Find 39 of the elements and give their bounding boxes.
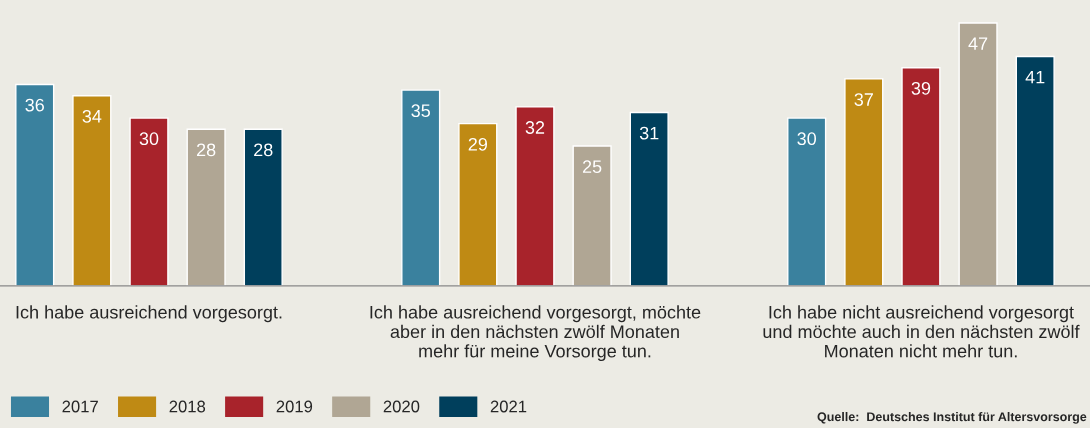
bar bbox=[787, 117, 827, 286]
bar bbox=[844, 78, 884, 286]
bar bbox=[572, 145, 612, 286]
data-label: 32 bbox=[525, 121, 545, 134]
data-label: 31 bbox=[639, 126, 659, 140]
bar bbox=[186, 128, 226, 286]
data-label: 37 bbox=[854, 93, 873, 106]
legend-label: 2020 bbox=[383, 400, 420, 413]
legend-label: 2018 bbox=[169, 400, 206, 413]
legend-label: 2019 bbox=[276, 400, 313, 413]
bar bbox=[15, 83, 55, 286]
bar bbox=[458, 122, 498, 286]
x-tick-label: Ich habe ausreichend vorgesorgt. bbox=[16, 305, 282, 323]
bar bbox=[72, 95, 112, 286]
bar bbox=[1015, 55, 1055, 286]
data-label: 28 bbox=[254, 143, 273, 157]
bar bbox=[243, 128, 283, 286]
data-label: 36 bbox=[25, 98, 44, 112]
bar bbox=[401, 89, 441, 286]
bar bbox=[958, 22, 998, 286]
data-label: 39 bbox=[911, 81, 931, 95]
data-label: 28 bbox=[196, 143, 216, 157]
data-label: 41 bbox=[1025, 70, 1045, 84]
legend-label: 2021 bbox=[490, 400, 527, 413]
data-label: 29 bbox=[468, 137, 488, 151]
source-note: Quelle: Deutsches Institut für Altersvorsorge bbox=[817, 412, 1087, 424]
data-label: 47 bbox=[968, 37, 988, 50]
bar bbox=[515, 106, 555, 286]
data-label: 30 bbox=[139, 132, 159, 146]
x-tick-label: Ich habe ausreichend vorgesorgt, möchte aber in den nächsten zwölf Monaten mehr für meine Vorsorge tun. bbox=[370, 305, 701, 362]
bar bbox=[901, 67, 941, 286]
data-label: 35 bbox=[411, 104, 430, 118]
legend-label: 2017 bbox=[62, 400, 98, 413]
data-label: 34 bbox=[82, 109, 102, 123]
x-tick-label: Ich habe nicht ausreichend vorgesorgt und möchte auch in den nächsten zwölf Monaten nicht mehr tun. bbox=[763, 305, 1080, 358]
bar bbox=[629, 111, 669, 286]
bar bbox=[129, 117, 169, 286]
data-label: 30 bbox=[797, 132, 817, 146]
data-label: 25 bbox=[582, 160, 602, 174]
